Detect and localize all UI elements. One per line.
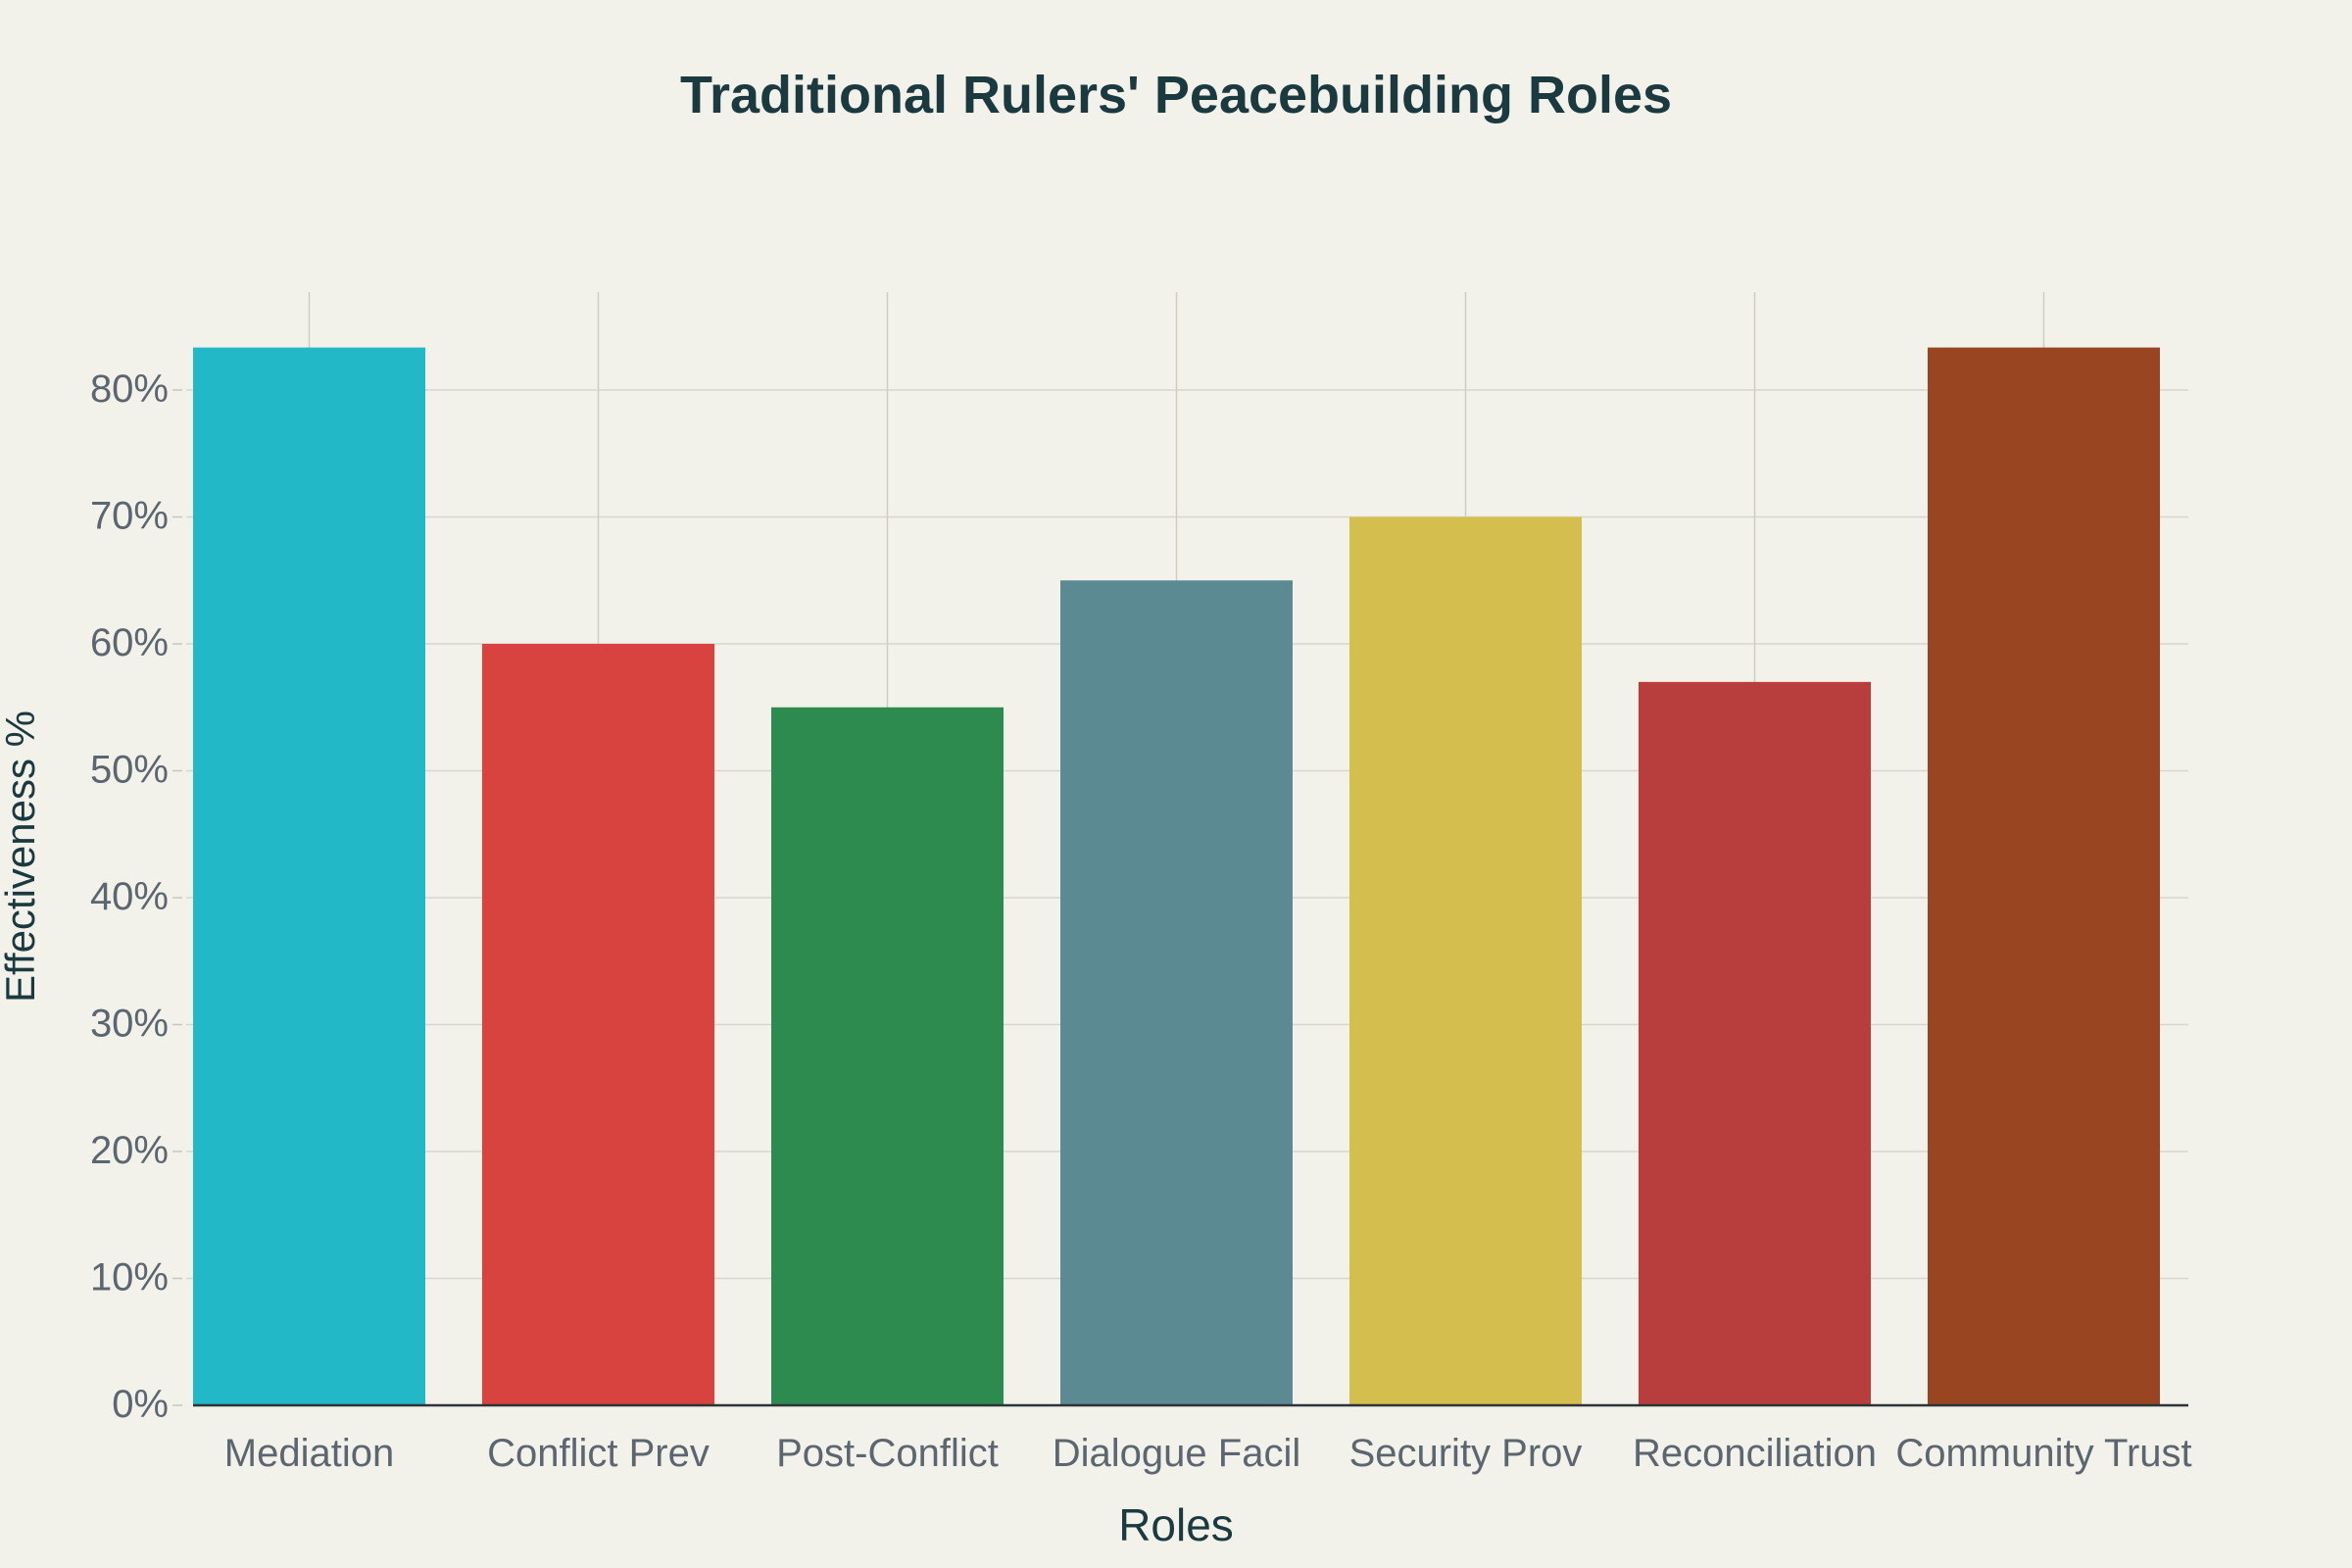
svg-text:20%: 20% <box>90 1129 169 1172</box>
svg-text:Effectiveness %: Effectiveness % <box>0 710 43 1003</box>
svg-text:Reconciliation: Reconciliation <box>1633 1432 1877 1475</box>
svg-text:50%: 50% <box>90 749 169 792</box>
svg-text:60%: 60% <box>90 621 169 664</box>
svg-text:0%: 0% <box>112 1383 169 1426</box>
svg-text:Mediation: Mediation <box>224 1432 394 1475</box>
svg-text:Conflict Prev: Conflict Prev <box>487 1432 710 1475</box>
svg-text:Post-Conflict: Post-Conflict <box>776 1432 999 1475</box>
svg-text:Community Trust: Community Trust <box>1895 1432 2191 1475</box>
svg-text:Dialogue Facil: Dialogue Facil <box>1053 1432 1300 1475</box>
svg-text:Traditional Rulers' Peacebuild: Traditional Rulers' Peacebuilding Roles <box>680 66 1672 124</box>
svg-text:30%: 30% <box>90 1003 169 1046</box>
svg-text:80%: 80% <box>90 368 169 411</box>
svg-text:Security Prov: Security Prov <box>1349 1432 1583 1475</box>
svg-text:40%: 40% <box>90 875 169 918</box>
svg-text:10%: 10% <box>90 1256 169 1299</box>
svg-text:70%: 70% <box>90 495 169 538</box>
svg-text:Roles: Roles <box>1118 1499 1234 1550</box>
